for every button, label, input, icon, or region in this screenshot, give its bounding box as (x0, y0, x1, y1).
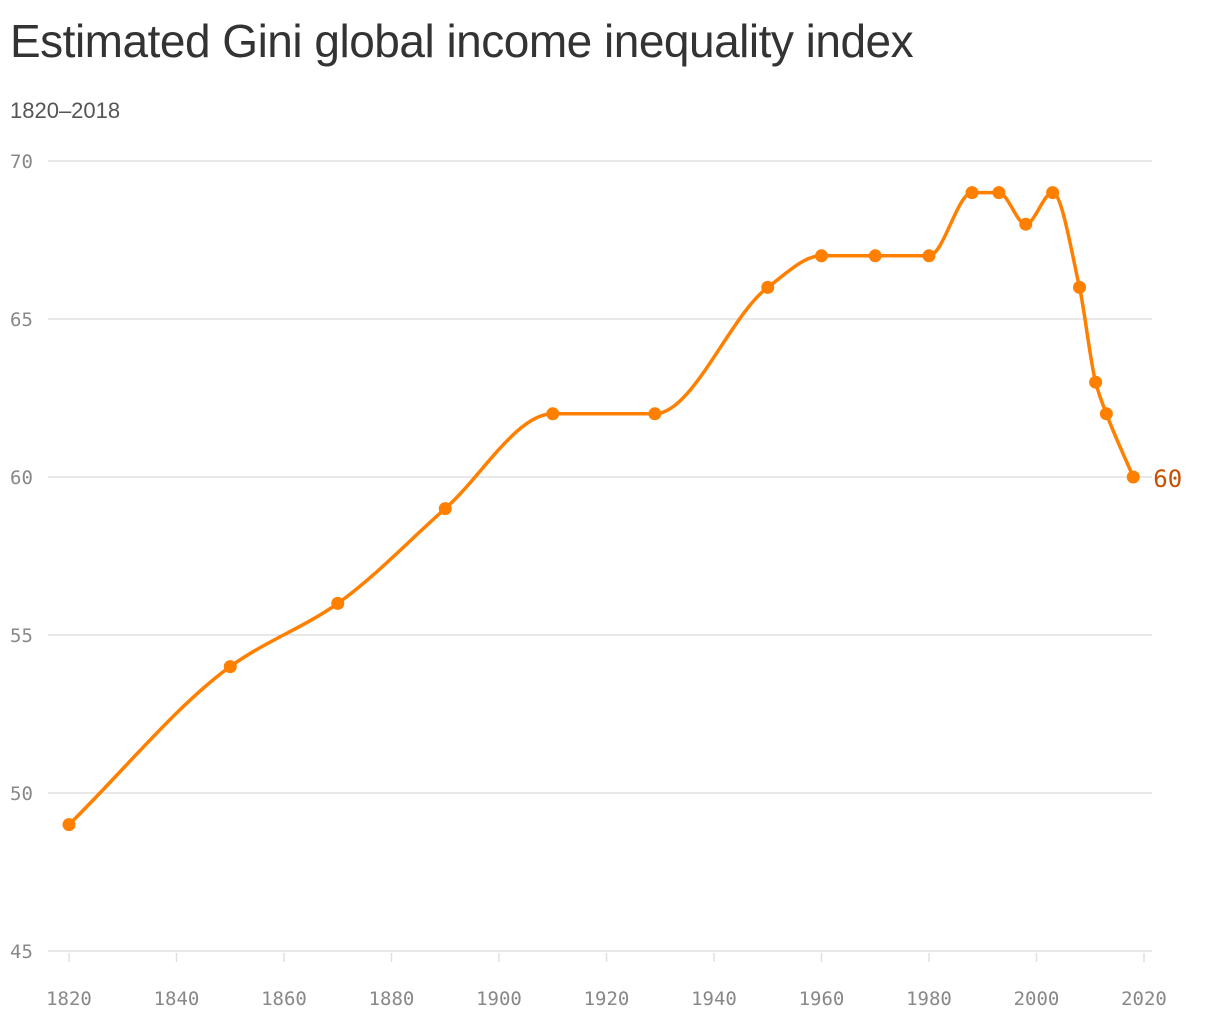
x-tick-label-2020: 2020 (1121, 988, 1167, 1010)
chart-subtitle: 1820–2018 (10, 98, 121, 123)
y-tick-label-60: 60 (10, 467, 33, 489)
x-tick-label-1840: 1840 (154, 988, 200, 1010)
data-point-2018 (1126, 470, 1140, 484)
data-point-1960 (815, 249, 828, 263)
data-point-1988 (965, 186, 979, 200)
data-point-2008 (1073, 280, 1086, 294)
data-point-1910 (546, 407, 560, 421)
gridlines (48, 160, 1152, 952)
end-value-label: 60 (1153, 465, 1182, 493)
data-point-1850 (223, 660, 237, 674)
data-point-1820 (62, 818, 76, 832)
y-tick-label-55: 55 (10, 625, 33, 647)
data-point-2003 (1046, 186, 1060, 200)
x-tick-label-1920: 1920 (584, 988, 630, 1010)
y-tick-label-50: 50 (10, 783, 33, 805)
data-point-2013 (1099, 407, 1113, 421)
data-point-1970 (868, 249, 882, 263)
x-tick-label-1980: 1980 (906, 988, 952, 1010)
data-point-1950 (761, 280, 775, 294)
data-point-2011 (1089, 375, 1103, 389)
x-tick-label-2000: 2000 (1014, 988, 1060, 1010)
x-tick-label-1940: 1940 (691, 988, 737, 1010)
y-tick-label-70: 70 (10, 151, 33, 173)
chart-title: Estimated Gini global income inequality … (10, 15, 914, 67)
data-points (62, 186, 1140, 832)
data-point-1980 (922, 249, 936, 263)
x-tick-label-1880: 1880 (369, 988, 415, 1010)
y-tick-label-45: 45 (10, 941, 33, 963)
y-axis-ticks: 45 50 55 60 65 70 (10, 151, 33, 963)
x-tick-label-1860: 1860 (261, 988, 307, 1010)
x-axis-ticks: 1820 1840 1860 1880 1900 1920 1940 1960 1980 2000… (46, 953, 1167, 1010)
data-point-1993 (992, 186, 1006, 200)
data-point-1870 (331, 596, 345, 610)
data-point-1998 (1019, 217, 1033, 231)
data-point-1929 (648, 407, 662, 421)
series-line (67, 190, 1135, 827)
x-tick-label-1820: 1820 (46, 988, 92, 1010)
y-tick-label-65: 65 (10, 309, 33, 331)
x-tick-label-1960: 1960 (799, 988, 845, 1010)
x-tick-label-1900: 1900 (476, 988, 522, 1010)
data-point-1890 (438, 502, 452, 516)
